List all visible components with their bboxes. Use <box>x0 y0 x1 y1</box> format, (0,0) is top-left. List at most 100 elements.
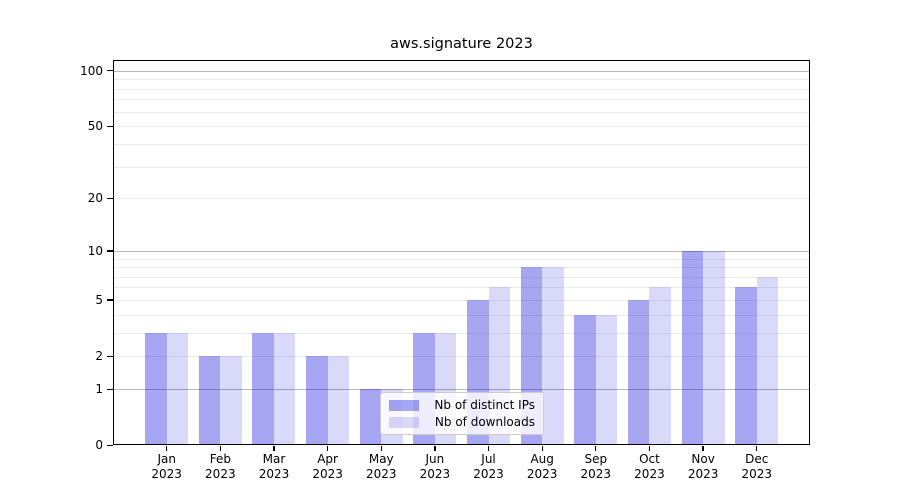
gridline-y-80 <box>114 88 809 90</box>
bar-mar-distinct-ips <box>252 332 274 445</box>
x-label-month: Jan <box>157 452 176 466</box>
x-label-month: Jul <box>481 452 496 466</box>
legend-item-downloads: Nb of downloads <box>389 415 535 429</box>
gridline-y-10 <box>114 250 809 252</box>
gridline-y-1 <box>114 389 809 391</box>
y-tick-20 <box>107 197 113 200</box>
x-tick-label-jun: Jun 2023 <box>403 452 467 482</box>
x-tick-sep <box>595 445 597 451</box>
x-tick-label-may: May 2023 <box>349 452 413 482</box>
x-tick-label-apr: Apr 2023 <box>296 452 360 482</box>
x-tick-dec <box>756 445 758 451</box>
gridline-y-20 <box>114 198 809 200</box>
x-tick-label-mar: Mar 2023 <box>242 452 306 482</box>
bar-nov-distinct-ips <box>681 250 704 445</box>
x-label-month: Apr <box>317 452 338 466</box>
x-label-year: 2023 <box>151 467 182 481</box>
y-tick-5 <box>107 299 113 301</box>
x-tick-may <box>380 445 382 451</box>
bar-oct-downloads <box>649 287 671 445</box>
x-label-month: Oct <box>639 452 660 466</box>
bar-apr-downloads <box>327 356 350 445</box>
gridline-y-6 <box>114 287 809 289</box>
gridline-y-40 <box>114 143 809 145</box>
x-label-month: Sep <box>584 452 608 466</box>
gridline-y-2 <box>114 356 809 358</box>
x-label-month: Feb <box>209 452 231 466</box>
chart-title: aws.signature 2023 <box>390 36 533 52</box>
y-tick-label-5: 5 <box>95 292 103 307</box>
bar-sep-downloads <box>595 314 618 445</box>
x-label-month: May <box>368 452 394 466</box>
bar-feb-downloads <box>220 356 242 445</box>
y-tick-label-100: 100 <box>80 63 103 78</box>
y-tick-1 <box>107 388 113 390</box>
legend: Nb of distinct IPs Nb of downloads <box>380 392 544 435</box>
x-tick-feb <box>219 445 221 451</box>
y-tick-label-10: 10 <box>87 243 103 258</box>
x-label-year: 2023 <box>365 467 397 481</box>
x-tick-mar <box>273 445 275 451</box>
gridline-y-90 <box>114 79 809 81</box>
y-tick-2 <box>107 355 113 358</box>
x-label-month: Mar <box>262 452 286 466</box>
x-tick-aug <box>541 445 543 451</box>
y-tick-label-2: 2 <box>95 349 103 364</box>
x-tick-label-aug: Aug 2023 <box>510 452 574 482</box>
bar-jan-distinct-ips <box>145 332 167 445</box>
bar-oct-distinct-ips <box>627 299 650 445</box>
x-tick-oct <box>648 445 651 451</box>
x-label-year: 2023 <box>312 467 343 481</box>
gridline-y-70 <box>114 99 809 101</box>
x-tick-jan <box>166 445 168 451</box>
x-tick-label-nov: Nov 2023 <box>671 452 735 482</box>
x-label-year: 2023 <box>634 467 665 481</box>
y-tick-label-20: 20 <box>87 191 103 206</box>
bar-feb-distinct-ips <box>198 356 221 445</box>
x-label-year: 2023 <box>205 467 236 481</box>
gridline-y-50 <box>114 126 809 128</box>
x-label-month: Jun <box>425 452 445 466</box>
gridline-y-60 <box>114 111 809 113</box>
x-label-year: 2023 <box>258 467 290 481</box>
legend-swatch-downloads <box>389 416 419 428</box>
bar-nov-downloads <box>703 250 725 445</box>
x-label-year: 2023 <box>419 467 451 481</box>
bar-dec-downloads <box>756 276 779 445</box>
x-label-month: Aug <box>530 452 554 466</box>
bar-dec-distinct-ips <box>735 287 757 445</box>
legend-swatch-distinct-ips <box>389 399 419 411</box>
x-label-month: Nov <box>691 452 715 466</box>
x-tick-label-jan: Jan 2023 <box>135 452 199 482</box>
y-tick-label-0: 0 <box>95 438 103 452</box>
x-tick-label-sep: Sep 2023 <box>564 452 628 482</box>
gridline-y-4 <box>114 314 809 316</box>
bar-may-distinct-ips <box>359 389 382 445</box>
bar-mar-downloads <box>273 332 296 445</box>
x-tick-jun <box>434 445 436 451</box>
gridline-y-7 <box>114 276 809 278</box>
x-tick-label-jul: Jul 2023 <box>457 452 521 482</box>
x-tick-label-oct: Oct 2023 <box>617 452 681 482</box>
y-tick-10 <box>107 250 113 252</box>
gridline-y-30 <box>114 166 809 168</box>
y-tick-100 <box>107 70 113 72</box>
bar-sep-distinct-ips <box>574 314 596 445</box>
x-tick-nov <box>702 445 704 451</box>
y-tick-0 <box>107 444 113 446</box>
y-tick-50 <box>107 125 113 127</box>
x-tick-jul <box>487 445 490 451</box>
gridline-y-3 <box>114 332 809 334</box>
legend-label-downloads: Nb of downloads <box>434 415 535 429</box>
x-label-year: 2023 <box>526 467 558 481</box>
x-label-year: 2023 <box>580 467 612 481</box>
legend-item-distinct-ips: Nb of distinct IPs <box>389 398 535 412</box>
bar-aug-downloads <box>542 267 564 445</box>
bar-apr-distinct-ips <box>306 356 328 445</box>
x-tick-label-feb: Feb 2023 <box>188 452 252 482</box>
x-label-month: Dec <box>745 452 769 466</box>
gridline-y-9 <box>114 258 809 260</box>
legend-label-distinct-ips: Nb of distinct IPs <box>434 398 535 412</box>
x-label-year: 2023 <box>473 467 504 481</box>
